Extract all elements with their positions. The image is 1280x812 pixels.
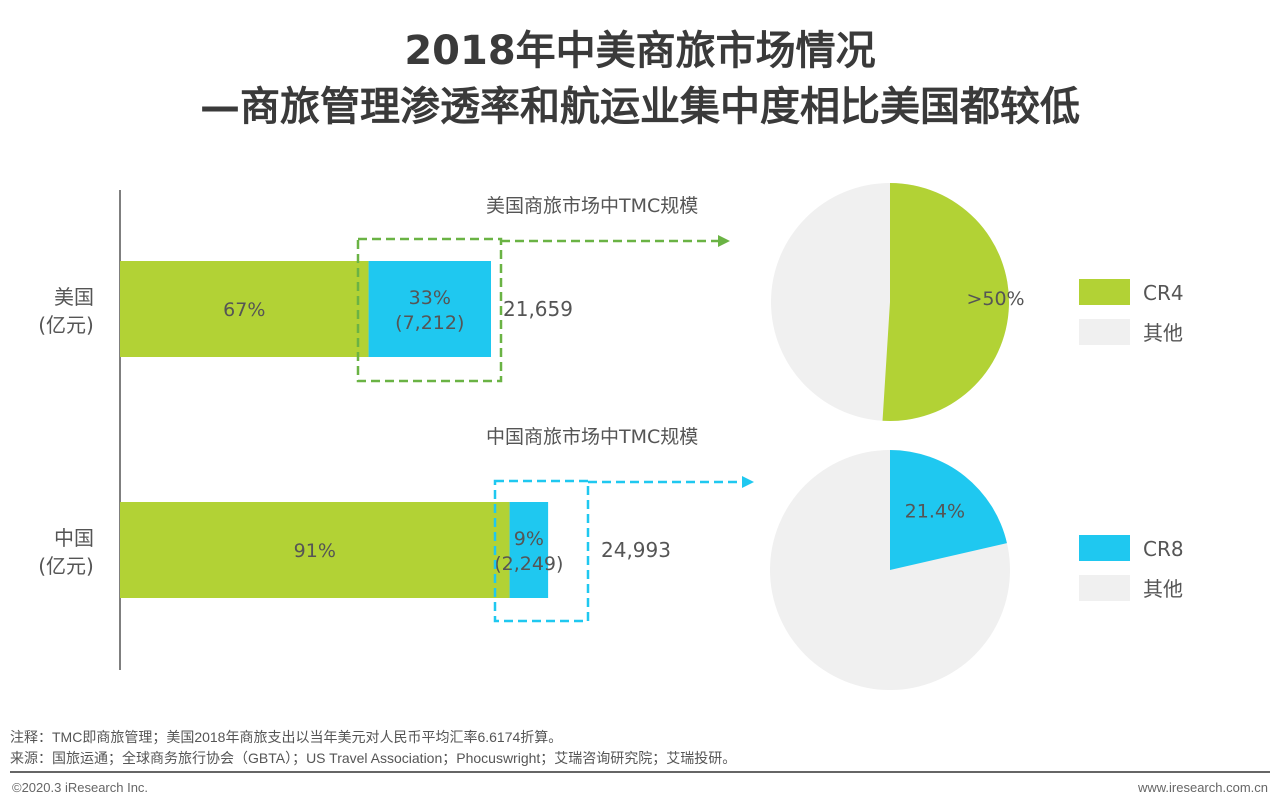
note: 注释：TMC即商旅管理；美国2018年商旅支出以当年美元对人民币平均汇率6.61… — [10, 729, 563, 745]
title-line-1: 2018年中美商旅市场情况 — [404, 28, 876, 74]
data-label: 67% — [223, 299, 265, 321]
legend-label: 其他 — [1143, 577, 1183, 601]
category-label: 美国 — [54, 285, 94, 309]
data-label: 33% — [409, 287, 451, 309]
legend-swatch — [1079, 279, 1130, 305]
legend-swatch — [1079, 535, 1130, 561]
bar-segment-tmc — [368, 261, 491, 357]
total-label: 21,659 — [503, 297, 573, 321]
legend-label: 其他 — [1143, 321, 1183, 345]
pie-title: 美国商旅市场中TMC规模 — [486, 195, 698, 217]
total-label: 24,993 — [601, 538, 671, 562]
arrow-head — [742, 476, 754, 488]
bar-segment-tmc — [509, 502, 549, 598]
legend-swatch — [1079, 575, 1130, 601]
data-label: 9% — [514, 528, 544, 550]
source: 来源：国旅运通；全球商务旅行协会（GBTA）；US Travel Associa… — [10, 750, 737, 766]
legend-label: CR8 — [1143, 537, 1184, 561]
pie-slice-cr8 — [890, 450, 1007, 570]
bar-segment-tmc-other — [120, 261, 369, 357]
category-label: (亿元) — [38, 554, 94, 578]
pie-label: >50% — [966, 288, 1024, 310]
category-label: 中国 — [54, 526, 94, 550]
pie-slice-cr4 — [882, 183, 1010, 421]
title-line-2: —商旅管理渗透率和航运业集中度相比美国都较低 — [200, 84, 1080, 130]
legend-label: CR4 — [1143, 281, 1184, 305]
data-label: (2,249) — [494, 553, 563, 575]
website: www.iresearch.com.cn — [1137, 780, 1268, 795]
bar-segment-tmc-other — [120, 502, 510, 598]
divider — [10, 771, 1270, 773]
category-label: (亿元) — [38, 313, 94, 337]
data-label: 91% — [294, 540, 336, 562]
chart: 美国 (亿元) 67% 33% (7,212) 21,659 中国 (亿元) 91% 9% (2,2… — [38, 183, 1184, 690]
pie-title: 中国商旅市场中TMC规模 — [486, 426, 698, 448]
callout-box-us — [356, 237, 503, 383]
legend-swatch — [1079, 319, 1130, 345]
pie-label: 21.4% — [905, 501, 965, 523]
arrow-head — [718, 235, 730, 247]
data-label: (7,212) — [395, 312, 464, 334]
copyright: ©2020.3 iResearch Inc. — [12, 780, 149, 795]
callout-box-cn — [493, 479, 590, 623]
